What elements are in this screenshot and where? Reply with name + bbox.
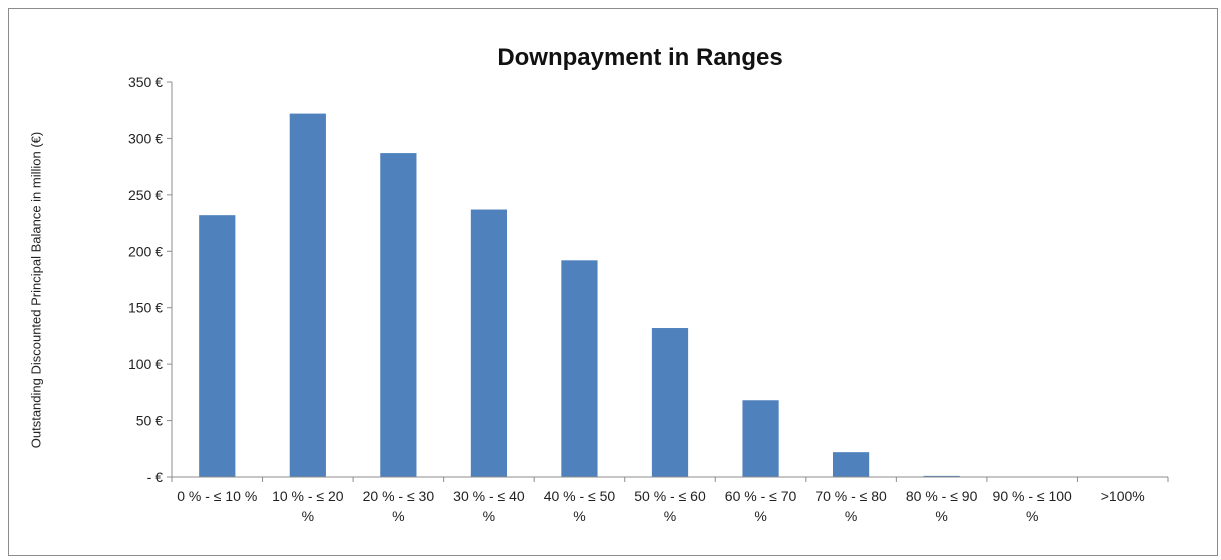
x-tick-label: >100% [1101, 488, 1145, 504]
bar [923, 475, 960, 477]
x-tick-label: % [664, 508, 676, 524]
x-tick-label: 0 % - ≤ 10 % [177, 488, 257, 504]
x-tick-label: 90 % - ≤ 100 [993, 488, 1072, 504]
x-tick-label: 70 % - ≤ 80 [815, 488, 887, 504]
bar [561, 260, 598, 477]
y-tick-label: 250 € [128, 187, 163, 203]
x-tick-label: % [302, 508, 314, 524]
bar [289, 113, 326, 477]
y-axis-ticks: - € 50 € 100 € 150 € 200 € 250 € 300 € 350 € [128, 74, 172, 485]
x-tick-label: % [392, 508, 404, 524]
bar [832, 452, 870, 477]
y-tick-label: 100 € [128, 356, 163, 372]
x-tick-label: 40 % - ≤ 50 [544, 488, 616, 504]
y-tick-label: 50 € [136, 413, 163, 429]
bar [651, 328, 689, 477]
y-tick-label: 350 € [128, 74, 163, 90]
x-tick-label: 60 % - ≤ 70 [725, 488, 797, 504]
x-tick-label: % [1026, 508, 1038, 524]
y-tick-label: 200 € [128, 243, 163, 259]
x-tick-label: % [573, 508, 585, 524]
bar [199, 215, 236, 477]
x-axis-ticks: 0 % - ≤ 10 % 10 % - ≤ 20% 20 % - ≤ 30% 30 %… [171, 477, 1169, 524]
x-tick-label: 20 % - ≤ 30 [363, 488, 435, 504]
bar [742, 400, 779, 477]
x-tick-label: % [754, 508, 766, 524]
chart-title: Downpayment in Ranges [497, 44, 783, 71]
bars [199, 113, 960, 477]
x-tick-label: 30 % - ≤ 40 [453, 488, 525, 504]
bar [380, 153, 417, 477]
bar [470, 209, 508, 477]
x-tick-label: % [483, 508, 495, 524]
x-tick-label: 10 % - ≤ 20 [272, 488, 344, 504]
y-tick-label: 150 € [128, 300, 163, 316]
x-tick-label: % [935, 508, 947, 524]
y-tick-label: 300 € [128, 130, 163, 146]
y-tick-label: - € [147, 469, 164, 485]
x-tick-label: 80 % - ≤ 90 [906, 488, 978, 504]
x-tick-label: 50 % - ≤ 60 [634, 488, 706, 504]
x-tick-label: % [845, 508, 857, 524]
